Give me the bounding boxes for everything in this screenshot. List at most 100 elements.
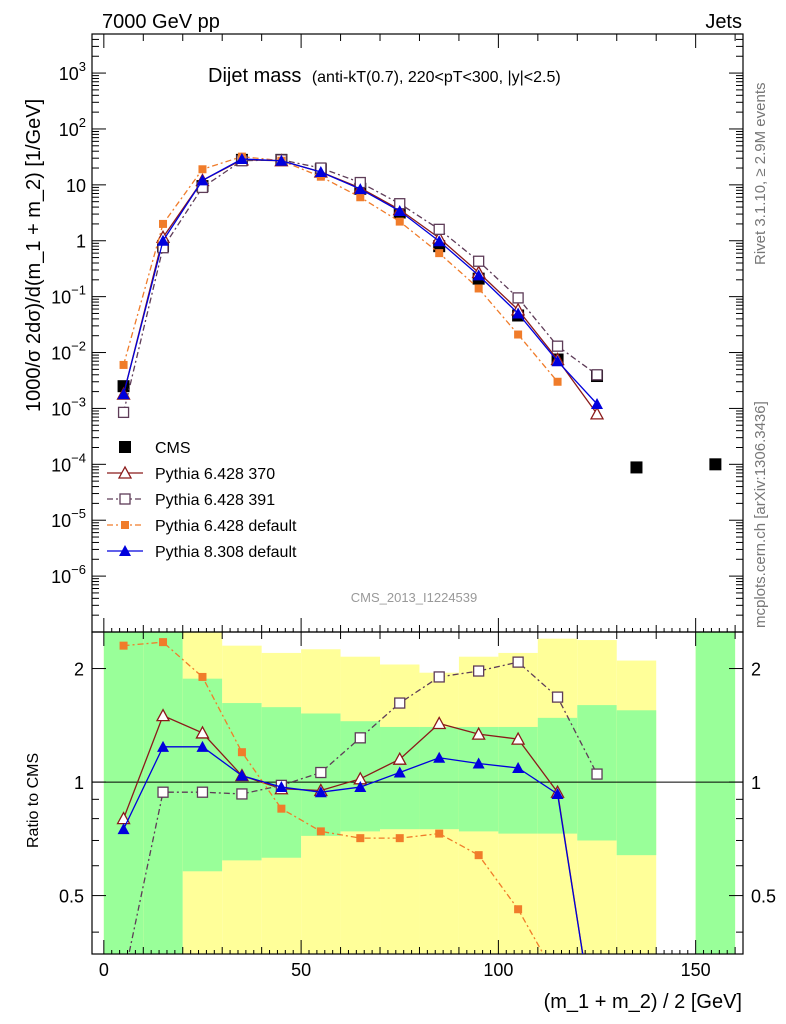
data-point — [119, 641, 128, 650]
data-point — [236, 788, 248, 800]
data-point — [553, 377, 562, 386]
data-point — [512, 761, 525, 773]
data-point — [591, 398, 604, 410]
data-point — [356, 193, 365, 202]
rivet-label: Rivet 3.1.10, ≥ 2.9M events — [752, 83, 769, 266]
data-point — [551, 691, 564, 703]
data-point — [157, 234, 170, 246]
data-point — [591, 768, 603, 780]
data-point — [314, 165, 327, 177]
green-band — [458, 726, 499, 832]
mcplots-label: mcplots.cern.ch [arXiv:1306.3436] — [752, 401, 769, 628]
data-point — [473, 665, 485, 677]
data-point — [235, 153, 248, 165]
data-point — [157, 786, 169, 798]
green-band — [182, 678, 223, 872]
data-point — [435, 249, 444, 258]
data-point — [433, 235, 446, 247]
main-frame — [91, 33, 744, 633]
y-tick-label: 10 — [66, 176, 86, 196]
header-right: Jets — [705, 11, 742, 33]
data-point — [121, 521, 129, 529]
data-point — [473, 255, 485, 267]
data-point — [394, 697, 406, 709]
data-point — [314, 786, 327, 798]
data-point — [159, 219, 168, 228]
data-point — [119, 493, 131, 505]
legend: CMS Pythia 6.428 370 Pythia 6.428 391 Pythi… — [107, 440, 297, 561]
data-point — [512, 307, 525, 319]
legend-label: Pythia 6.428 default — [155, 518, 297, 535]
y-tick-label: 10−3 — [51, 394, 86, 419]
data-point — [433, 751, 446, 763]
green-band — [695, 632, 736, 954]
data-point — [117, 465, 133, 479]
data-point — [117, 380, 130, 393]
data-point — [471, 726, 486, 740]
series-pythia-8-308-default — [117, 153, 604, 410]
data-point — [119, 974, 129, 984]
ratio-tick-label-right: 2 — [751, 660, 761, 680]
data-point — [275, 781, 288, 793]
data-point — [119, 360, 128, 369]
data-point — [196, 740, 209, 752]
data-point — [159, 638, 168, 647]
panel-frames — [91, 33, 744, 955]
data-point — [514, 330, 523, 339]
legend-label: Pythia 6.428 370 — [155, 466, 275, 483]
legend-entry: Pythia 6.428 391 — [107, 492, 275, 509]
data-point — [119, 545, 131, 556]
data-point — [393, 205, 406, 217]
data-point — [395, 217, 404, 226]
data-point — [155, 708, 171, 722]
data-point — [511, 731, 526, 745]
data-point — [514, 905, 523, 914]
data-point — [512, 292, 524, 304]
ratio-uncertainty-bands — [103, 632, 736, 954]
y-tick-label: 102 — [59, 115, 86, 140]
data-point — [435, 829, 444, 838]
data-point — [277, 804, 286, 813]
data-point — [354, 732, 366, 744]
x-tick-label: 0 — [99, 960, 109, 980]
data-point — [157, 740, 170, 752]
data-point — [433, 671, 445, 683]
green-band — [537, 717, 578, 834]
data-point — [315, 766, 327, 779]
header-left: 7000 GeV pp — [102, 11, 220, 33]
data-point — [395, 834, 404, 843]
data-point — [591, 369, 603, 381]
main-series — [116, 152, 722, 474]
data-point — [275, 154, 288, 166]
green-band — [616, 710, 657, 856]
legend-entry: Pythia 8.308 default — [107, 544, 297, 561]
axis-tick-labels: 10−6 10−5 10−4 10−3 10−2 10−1 1 10 102 103 0 50 100 1… — [51, 59, 776, 980]
ratio-tick-label: 2 — [74, 660, 84, 680]
main-title: Dijet mass (anti-kT(0.7), 220<pT<300, |y… — [208, 65, 561, 87]
legend-label: CMS — [155, 440, 191, 457]
series-pythia-6-428-default — [119, 152, 562, 386]
main-title-detail: (anti-kT(0.7), 220<pT<300, |y|<2.5) — [312, 69, 561, 86]
main-ylabel: 1000/σ 2dσ)/d(m_1 + m_2) [1/GeV] — [23, 99, 45, 412]
data-point — [117, 406, 130, 419]
axis-ticks — [92, 33, 743, 954]
analysis-watermark: CMS_2013_I1224539 — [351, 590, 478, 605]
data-point — [316, 827, 325, 836]
data-point — [432, 716, 447, 730]
data-point — [393, 766, 406, 778]
ratio-tick-label: 0.5 — [59, 887, 84, 907]
x-tick-label: 100 — [483, 960, 513, 980]
ratio-frame — [91, 631, 744, 955]
data-point — [630, 461, 643, 474]
data-point — [472, 269, 485, 281]
data-point — [356, 834, 365, 843]
series-cms — [117, 153, 722, 474]
data-point — [589, 406, 605, 420]
legend-label: Pythia 6.428 391 — [155, 492, 275, 509]
legend-entry: CMS — [119, 440, 191, 457]
data-point — [472, 757, 485, 769]
data-point — [237, 748, 246, 757]
data-point — [474, 284, 483, 293]
data-point — [551, 355, 564, 367]
data-point — [433, 223, 445, 235]
